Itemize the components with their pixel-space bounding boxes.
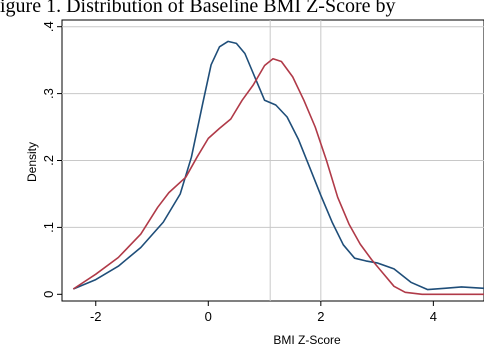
x-tick-label-0: -2 — [90, 309, 102, 324]
y-tick-label-4: .4 — [41, 21, 56, 32]
y-tick-label-0: 0 — [41, 291, 56, 298]
x-tick-label-2: 2 — [317, 309, 324, 324]
y-tick-label-1: .1 — [41, 222, 56, 233]
series-layer — [72, 40, 484, 296]
y-tick-label-3: .3 — [41, 88, 56, 99]
x-axis-label: BMI Z-Score — [273, 333, 341, 347]
axis-layer: 0 .1 .2 .3 .4 -2 0 2 4 — [41, 21, 437, 324]
grid-layer — [62, 20, 484, 301]
x-tick-label-3: 4 — [430, 309, 437, 324]
y-axis-label: Density — [25, 142, 39, 182]
figure-caption-fragment: igure 1. Distribution of Baseline BMI Z-… — [0, 0, 396, 17]
series-line-1 — [72, 58, 484, 296]
y-tick-label-2: .2 — [41, 155, 56, 166]
x-tick-label-1: 0 — [205, 309, 212, 324]
series-line-0 — [72, 40, 484, 291]
